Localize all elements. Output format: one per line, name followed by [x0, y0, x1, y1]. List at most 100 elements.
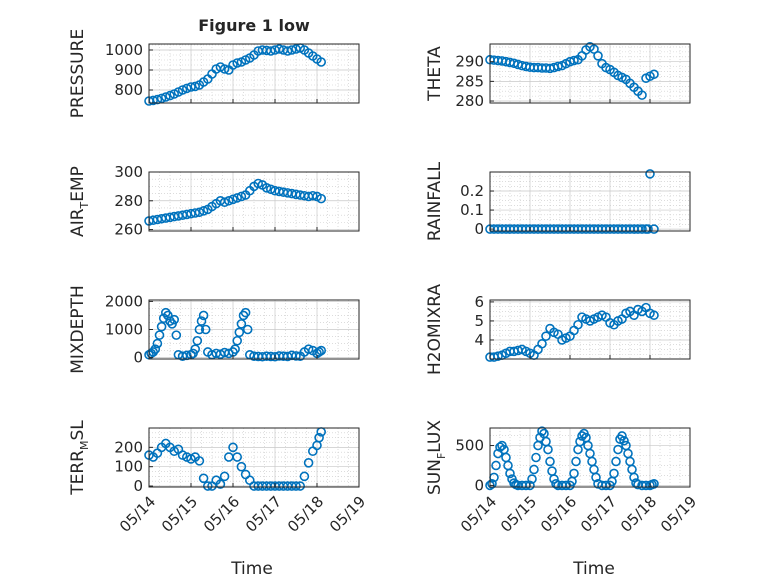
data-point [232, 335, 242, 346]
data-point [219, 471, 230, 482]
data-point [487, 479, 497, 489]
y-tick-label: 5 [474, 312, 484, 330]
data-point [232, 452, 242, 462]
data-point [152, 94, 163, 105]
data-point [316, 57, 327, 67]
data-point [629, 472, 639, 483]
data-point [637, 90, 647, 100]
data-point [274, 44, 285, 54]
x-tick-label: 05/16 [537, 493, 580, 536]
y-axis-label-sun-flux: SUNFLUX [425, 420, 448, 495]
y-axis-label-theta: THETA [425, 46, 445, 102]
data-point [224, 348, 234, 359]
data-point [314, 347, 324, 357]
data-point [198, 473, 209, 484]
data-point [219, 197, 230, 208]
x-tick-label: 05/15 [158, 493, 201, 536]
data-point [525, 480, 535, 491]
data-point [619, 435, 629, 446]
y-tick-label: 290 [455, 53, 484, 71]
y-axis-label-pressure: PRESSURE [68, 29, 88, 118]
data-point [295, 481, 306, 491]
y-tick-label: 500 [455, 437, 484, 455]
data-point [253, 178, 264, 189]
y-tick-label: 280 [455, 92, 484, 110]
plot-area [490, 44, 690, 103]
data-point [228, 194, 238, 205]
data-point [196, 316, 207, 326]
data-point [611, 456, 621, 467]
data-point [190, 208, 200, 218]
axes-box [148, 427, 360, 488]
y-tick-label: 200 [114, 438, 143, 456]
data-point [286, 45, 297, 55]
data-point [203, 481, 213, 491]
y-tick-label: 0 [474, 220, 484, 238]
x-tick-label: 05/17 [577, 493, 620, 536]
data-point [171, 330, 182, 340]
x-tick-label: 05/17 [242, 493, 285, 536]
x-tick-label: 05/19 [657, 493, 700, 536]
data-point [165, 90, 175, 101]
plot-area [490, 172, 690, 231]
y-axis-label-h2omixra: H2OMIXRA [425, 284, 445, 375]
y-axis-label-mixdepth: MIXDEPTH [68, 285, 88, 374]
y-tick-label: 260 [114, 221, 143, 239]
axes-box [148, 171, 360, 232]
data-point [491, 460, 501, 471]
data-point [242, 324, 253, 335]
plot-area [490, 300, 690, 359]
y-tick-label: 285 [455, 72, 484, 90]
y-tick-label: 2000 [105, 292, 143, 310]
data-point [236, 461, 247, 472]
data-point [230, 344, 240, 354]
y-tick-label: 0.1 [460, 201, 484, 219]
y-tick-label: 4 [474, 331, 484, 349]
x-tick-label: 05/14 [457, 493, 500, 536]
x-tick-label: 05/18 [284, 493, 327, 536]
y-tick-label: 6 [474, 293, 484, 311]
data-point [645, 169, 655, 179]
data-point [541, 331, 551, 341]
x-axis-label-left: Time [230, 559, 273, 579]
data-point [573, 319, 583, 330]
data-point [236, 319, 247, 329]
data-point [194, 207, 205, 218]
axes-box [489, 299, 691, 360]
data-point [236, 191, 247, 202]
data-point [161, 92, 171, 102]
y-tick-label: 280 [114, 192, 143, 210]
data-point [163, 310, 173, 321]
data-point [150, 344, 161, 354]
data-point [543, 444, 553, 455]
axes-box [489, 427, 691, 488]
rainfall-panel: 00.10.2 RAINFALL [425, 161, 691, 241]
x-axis-label-right: Time [572, 559, 615, 579]
data-point [215, 479, 226, 489]
y-axis-label-rainfall: RAINFALL [425, 161, 445, 241]
data-point [649, 69, 659, 80]
y-axis-label-terr-msl: TERRMSL [68, 420, 91, 496]
data-point [154, 330, 165, 340]
air-temp-panel: 260 280 300 AIRTEMP [68, 163, 360, 239]
x-tick-label: 05/18 [617, 493, 660, 536]
data-point [643, 224, 653, 234]
data-point [234, 327, 245, 338]
data-point [531, 452, 541, 463]
data-point [219, 64, 230, 74]
data-point [553, 61, 563, 72]
data-point [190, 81, 200, 92]
data-point [591, 472, 601, 483]
data-point [569, 55, 579, 66]
data-point [609, 468, 619, 479]
data-point [551, 479, 561, 489]
data-point [537, 338, 547, 349]
data-point [571, 456, 581, 467]
data-point [291, 351, 301, 361]
data-point [537, 426, 547, 436]
figure-title: Figure 1 low [198, 16, 310, 35]
data-point [617, 431, 627, 441]
